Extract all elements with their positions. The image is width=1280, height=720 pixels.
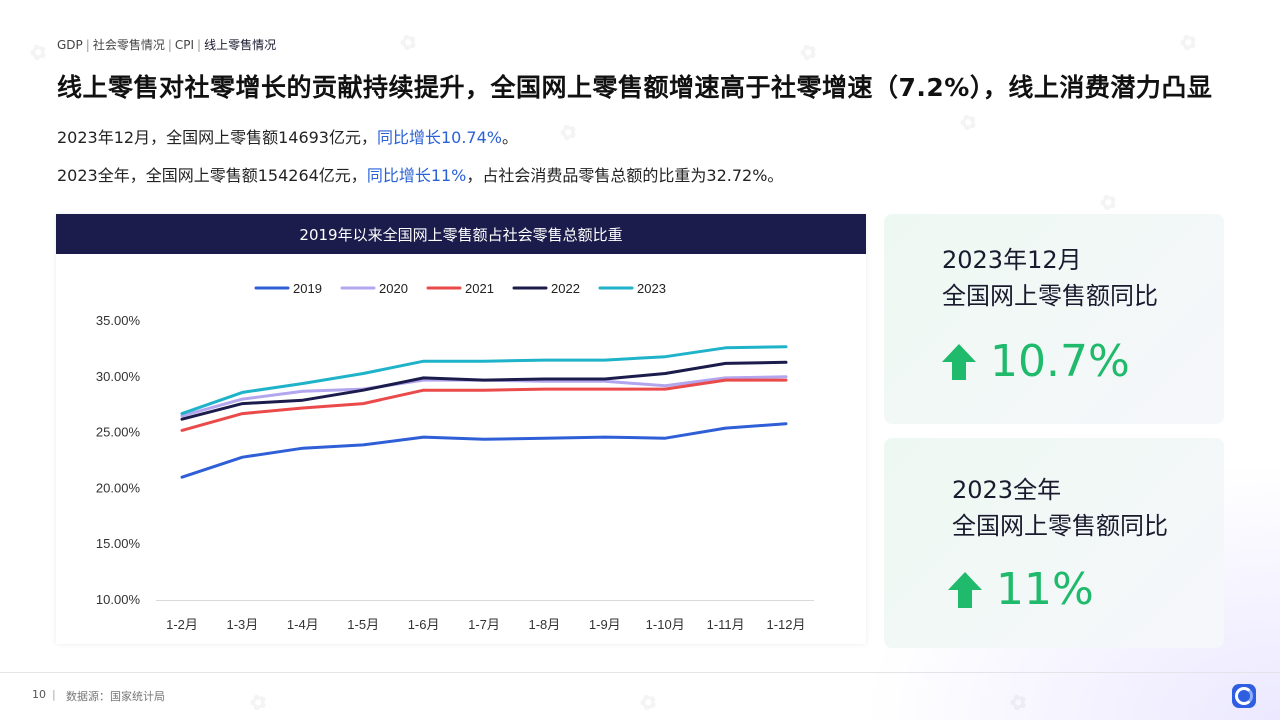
summary-highlight: 同比增长11% xyxy=(366,166,467,185)
stat-value-text: 10.7% xyxy=(990,336,1130,387)
x-tick-label: 1-8月 xyxy=(529,617,561,632)
series-line-2022 xyxy=(180,360,788,421)
breadcrumb-item-gdp[interactable]: GDP xyxy=(57,38,83,52)
stat-value-text: 11% xyxy=(996,564,1094,615)
x-tick-label: 1-10月 xyxy=(646,617,685,632)
y-tick-label: 30.00% xyxy=(96,369,141,384)
y-tick-label: 35.00% xyxy=(96,313,141,328)
footer-separator: | xyxy=(52,688,56,701)
breadcrumb-separator: | xyxy=(167,38,172,52)
stat-label-metric: 全国网上零售额同比 xyxy=(942,282,1158,310)
breadcrumb-item-retail[interactable]: 社会零售情况 xyxy=(92,38,165,52)
stat-card-monthly: 2023年12月 全国网上零售额同比 10.7% xyxy=(884,214,1224,424)
footer-divider xyxy=(0,672,1280,673)
summary-line-monthly: 2023年12月，全国网上零售额14693亿元，同比增长10.74%。 xyxy=(57,124,518,148)
y-tick-label: 20.00% xyxy=(96,480,141,495)
up-arrow-icon xyxy=(942,343,976,380)
series-line-2023 xyxy=(180,345,788,416)
x-tick-label: 1-5月 xyxy=(347,617,379,632)
stat-label-metric: 全国网上零售额同比 xyxy=(952,512,1168,540)
breadcrumb-separator: | xyxy=(197,38,202,52)
x-tick-label: 1-7月 xyxy=(468,617,500,632)
y-tick-label: 15.00% xyxy=(96,536,141,551)
data-source: 数据源：国家统计局 xyxy=(66,690,165,703)
summary-line-annual: 2023全年，全国网上零售额154264亿元，同比增长11%，占社会消费品零售总… xyxy=(57,162,783,186)
summary-highlight: 同比增长10.74% xyxy=(376,128,502,147)
chart-title: 2019年以来全国网上零售额占社会零售总额比重 xyxy=(56,214,866,254)
breadcrumb: GDP | 社会零售情况 | CPI | 线上零售情况 xyxy=(57,36,276,53)
x-tick-label: 1-11月 xyxy=(707,617,745,632)
x-tick-label: 1-12月 xyxy=(766,617,805,632)
x-tick-label: 1-6月 xyxy=(408,617,440,632)
series-line-2019 xyxy=(180,422,788,479)
y-tick-label: 10.00% xyxy=(96,592,141,607)
line-chart: 10.00% 15.00% 20.00% 25.00% 30.00% 35.00% 1-2月… xyxy=(96,281,814,632)
legend-label-2021: 2021 xyxy=(465,281,494,296)
x-tick-label: 1-4月 xyxy=(287,617,319,632)
page-title: 线上零售对社零增长的贡献持续提升，全国网上零售额增速高于社零增速（7.2%），线… xyxy=(57,73,1213,102)
stat-label-period: 2023全年 xyxy=(952,476,1062,504)
legend-label-2020: 2020 xyxy=(379,281,408,296)
breadcrumb-item-online-retail[interactable]: 线上零售情况 xyxy=(204,38,277,52)
x-tick-label: 1-3月 xyxy=(227,617,259,632)
y-tick-label: 25.00% xyxy=(96,425,141,440)
legend-label-2023: 2023 xyxy=(637,281,666,296)
summary-text: 2023全年，全国网上零售额154264亿元， xyxy=(57,166,367,185)
x-tick-label: 1-9月 xyxy=(589,617,621,632)
breadcrumb-separator: | xyxy=(85,38,90,52)
page-number: 10 xyxy=(32,688,46,701)
chart-panel: 2019年以来全国网上零售额占社会零售总额比重 10.00% 15.00% 20.0… xyxy=(56,214,866,644)
legend-label-2022: 2022 xyxy=(551,281,580,296)
stat-value-monthly: 10.7% xyxy=(940,336,1130,387)
x-tick-label: 1-2月 xyxy=(166,617,198,632)
series-line-2021 xyxy=(180,378,788,432)
stat-label-period: 2023年12月 xyxy=(942,246,1082,274)
summary-text: 。 xyxy=(502,128,519,147)
summary-text: 2023年12月，全国网上零售额14693亿元， xyxy=(57,128,377,147)
up-arrow-icon xyxy=(948,571,982,608)
legend-label-2019: 2019 xyxy=(293,281,322,296)
stat-value-annual: 11% xyxy=(946,564,1094,615)
breadcrumb-item-cpi[interactable]: CPI xyxy=(174,38,195,52)
summary-text: ，占社会消费品零售总额的比重为32.72%。 xyxy=(466,166,784,185)
brand-logo-icon xyxy=(1232,684,1256,708)
stat-card-annual: 2023全年 全国网上零售额同比 11% xyxy=(884,438,1224,648)
